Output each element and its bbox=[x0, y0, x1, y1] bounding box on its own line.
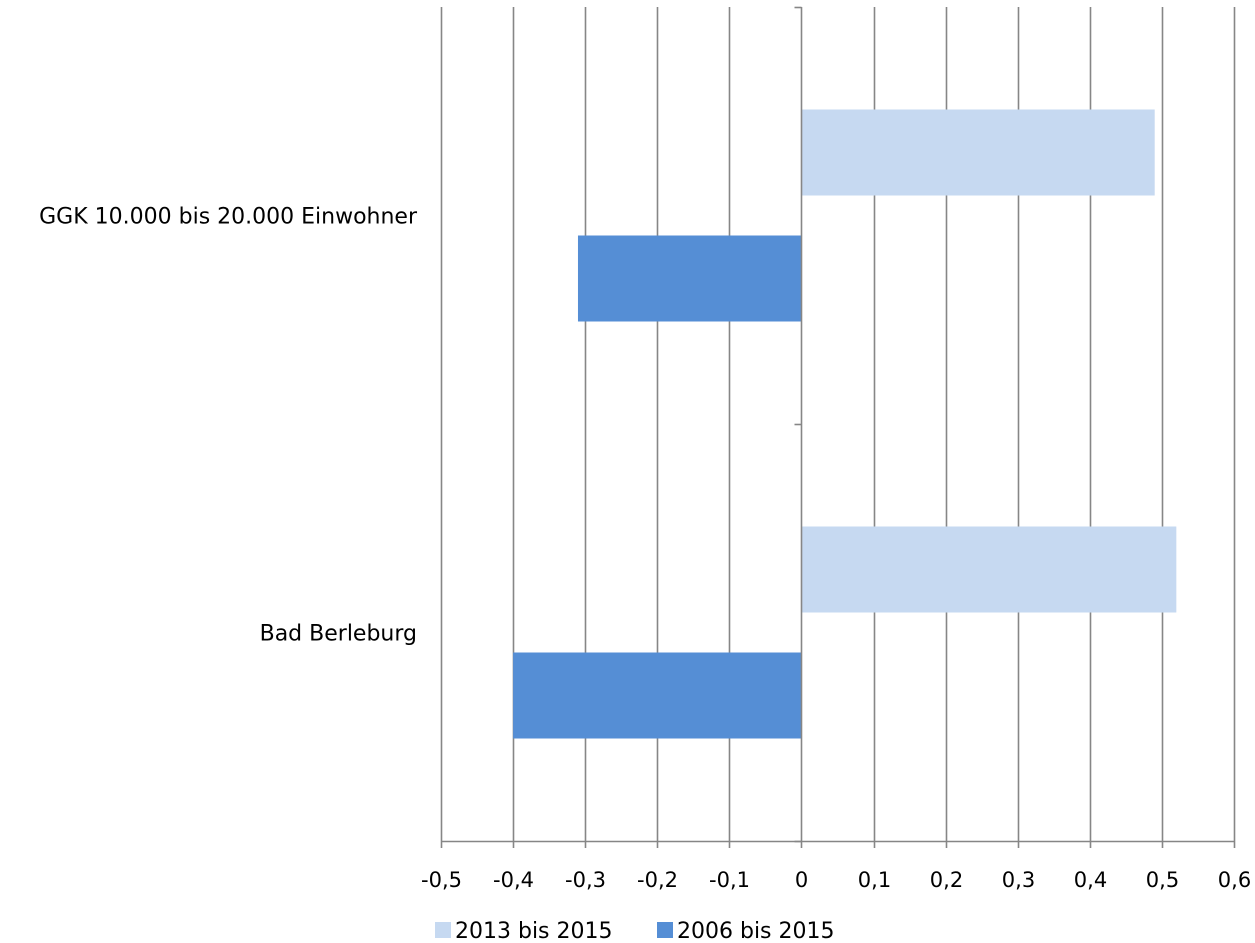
category-label: GGK 10.000 bis 20.000 Einwohner bbox=[39, 205, 418, 230]
x-tick-label: 0,1 bbox=[858, 868, 891, 892]
x-tick-label: 0,3 bbox=[1002, 868, 1035, 892]
legend-swatch bbox=[657, 922, 673, 938]
x-tick-label: -0,2 bbox=[637, 868, 678, 892]
legend-label: 2013 bis 2015 bbox=[455, 919, 613, 943]
category-label: Bad Berleburg bbox=[260, 622, 417, 647]
x-tick-label: 0,4 bbox=[1074, 868, 1107, 892]
x-tick-label: -0,4 bbox=[493, 868, 534, 892]
legend-label: 2006 bis 2015 bbox=[677, 919, 835, 943]
x-tick-label: 0 bbox=[795, 868, 808, 892]
bar-series-2 bbox=[577, 235, 802, 322]
bar-series-2 bbox=[513, 652, 802, 739]
bar-series-1 bbox=[801, 109, 1155, 196]
legend: 2013 bis 2015 2006 bis 2015 bbox=[435, 919, 835, 943]
x-tick-label: -0,3 bbox=[565, 868, 606, 892]
x-tick-label: 0,5 bbox=[1146, 868, 1179, 892]
bar-series-1 bbox=[801, 526, 1177, 613]
x-tick-label: -0,5 bbox=[421, 868, 462, 892]
tick-labels: -0,5 -0,4 -0,3 -0,2 -0,1 0 0,1 0,2 0,3 0,4 0,5 0,6 bbox=[421, 868, 1251, 892]
x-tick-label: 0,2 bbox=[930, 868, 963, 892]
x-tick-label: 0,6 bbox=[1218, 868, 1251, 892]
bars bbox=[513, 109, 1177, 739]
category-labels: GGK 10.000 bis 20.000 Einwohner Bad Berle… bbox=[39, 205, 418, 647]
legend-swatch bbox=[435, 922, 451, 938]
axes bbox=[440, 6, 1236, 848]
x-tick-label: -0,1 bbox=[709, 868, 750, 892]
